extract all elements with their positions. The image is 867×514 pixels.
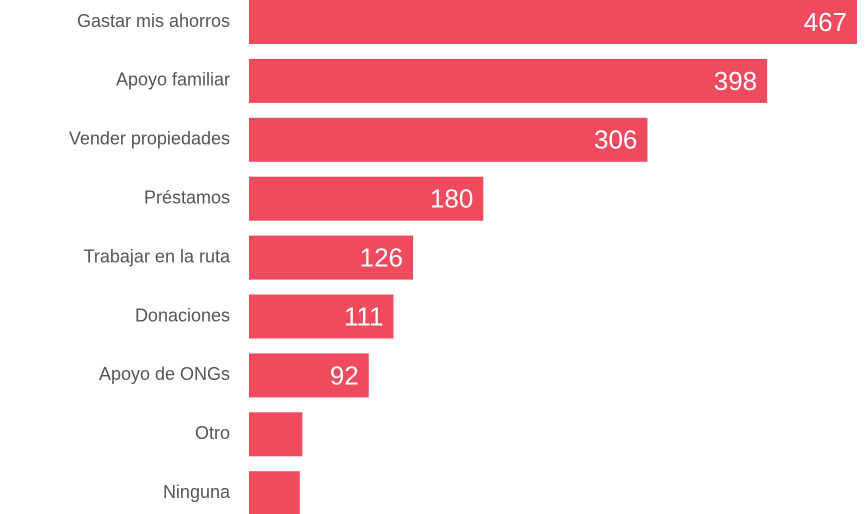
value-label: 306 xyxy=(594,125,637,155)
bar xyxy=(249,471,300,514)
category-label: Donaciones xyxy=(135,305,230,325)
value-label: 126 xyxy=(360,242,403,272)
value-label: 92 xyxy=(330,360,359,390)
value-label: 111 xyxy=(344,301,384,331)
bar xyxy=(249,117,648,162)
bar xyxy=(249,0,857,44)
bar xyxy=(249,294,394,339)
category-label: Trabajar en la ruta xyxy=(84,246,231,266)
category-label: Apoyo familiar xyxy=(116,70,230,90)
category-label: Ninguna xyxy=(163,482,231,502)
value-label: 467 xyxy=(804,7,847,37)
bar xyxy=(249,353,369,398)
category-label: Apoyo de ONGs xyxy=(99,364,230,384)
category-label: Otro xyxy=(195,423,230,443)
bar xyxy=(249,58,768,103)
bar xyxy=(249,176,484,221)
category-label: Vender propiedades xyxy=(69,129,230,149)
category-label: Préstamos xyxy=(144,187,230,207)
category-label: Gastar mis ahorros xyxy=(77,11,230,31)
bar xyxy=(249,412,303,457)
value-label: 180 xyxy=(430,184,473,214)
value-label: 398 xyxy=(714,66,757,96)
bar xyxy=(249,235,414,280)
